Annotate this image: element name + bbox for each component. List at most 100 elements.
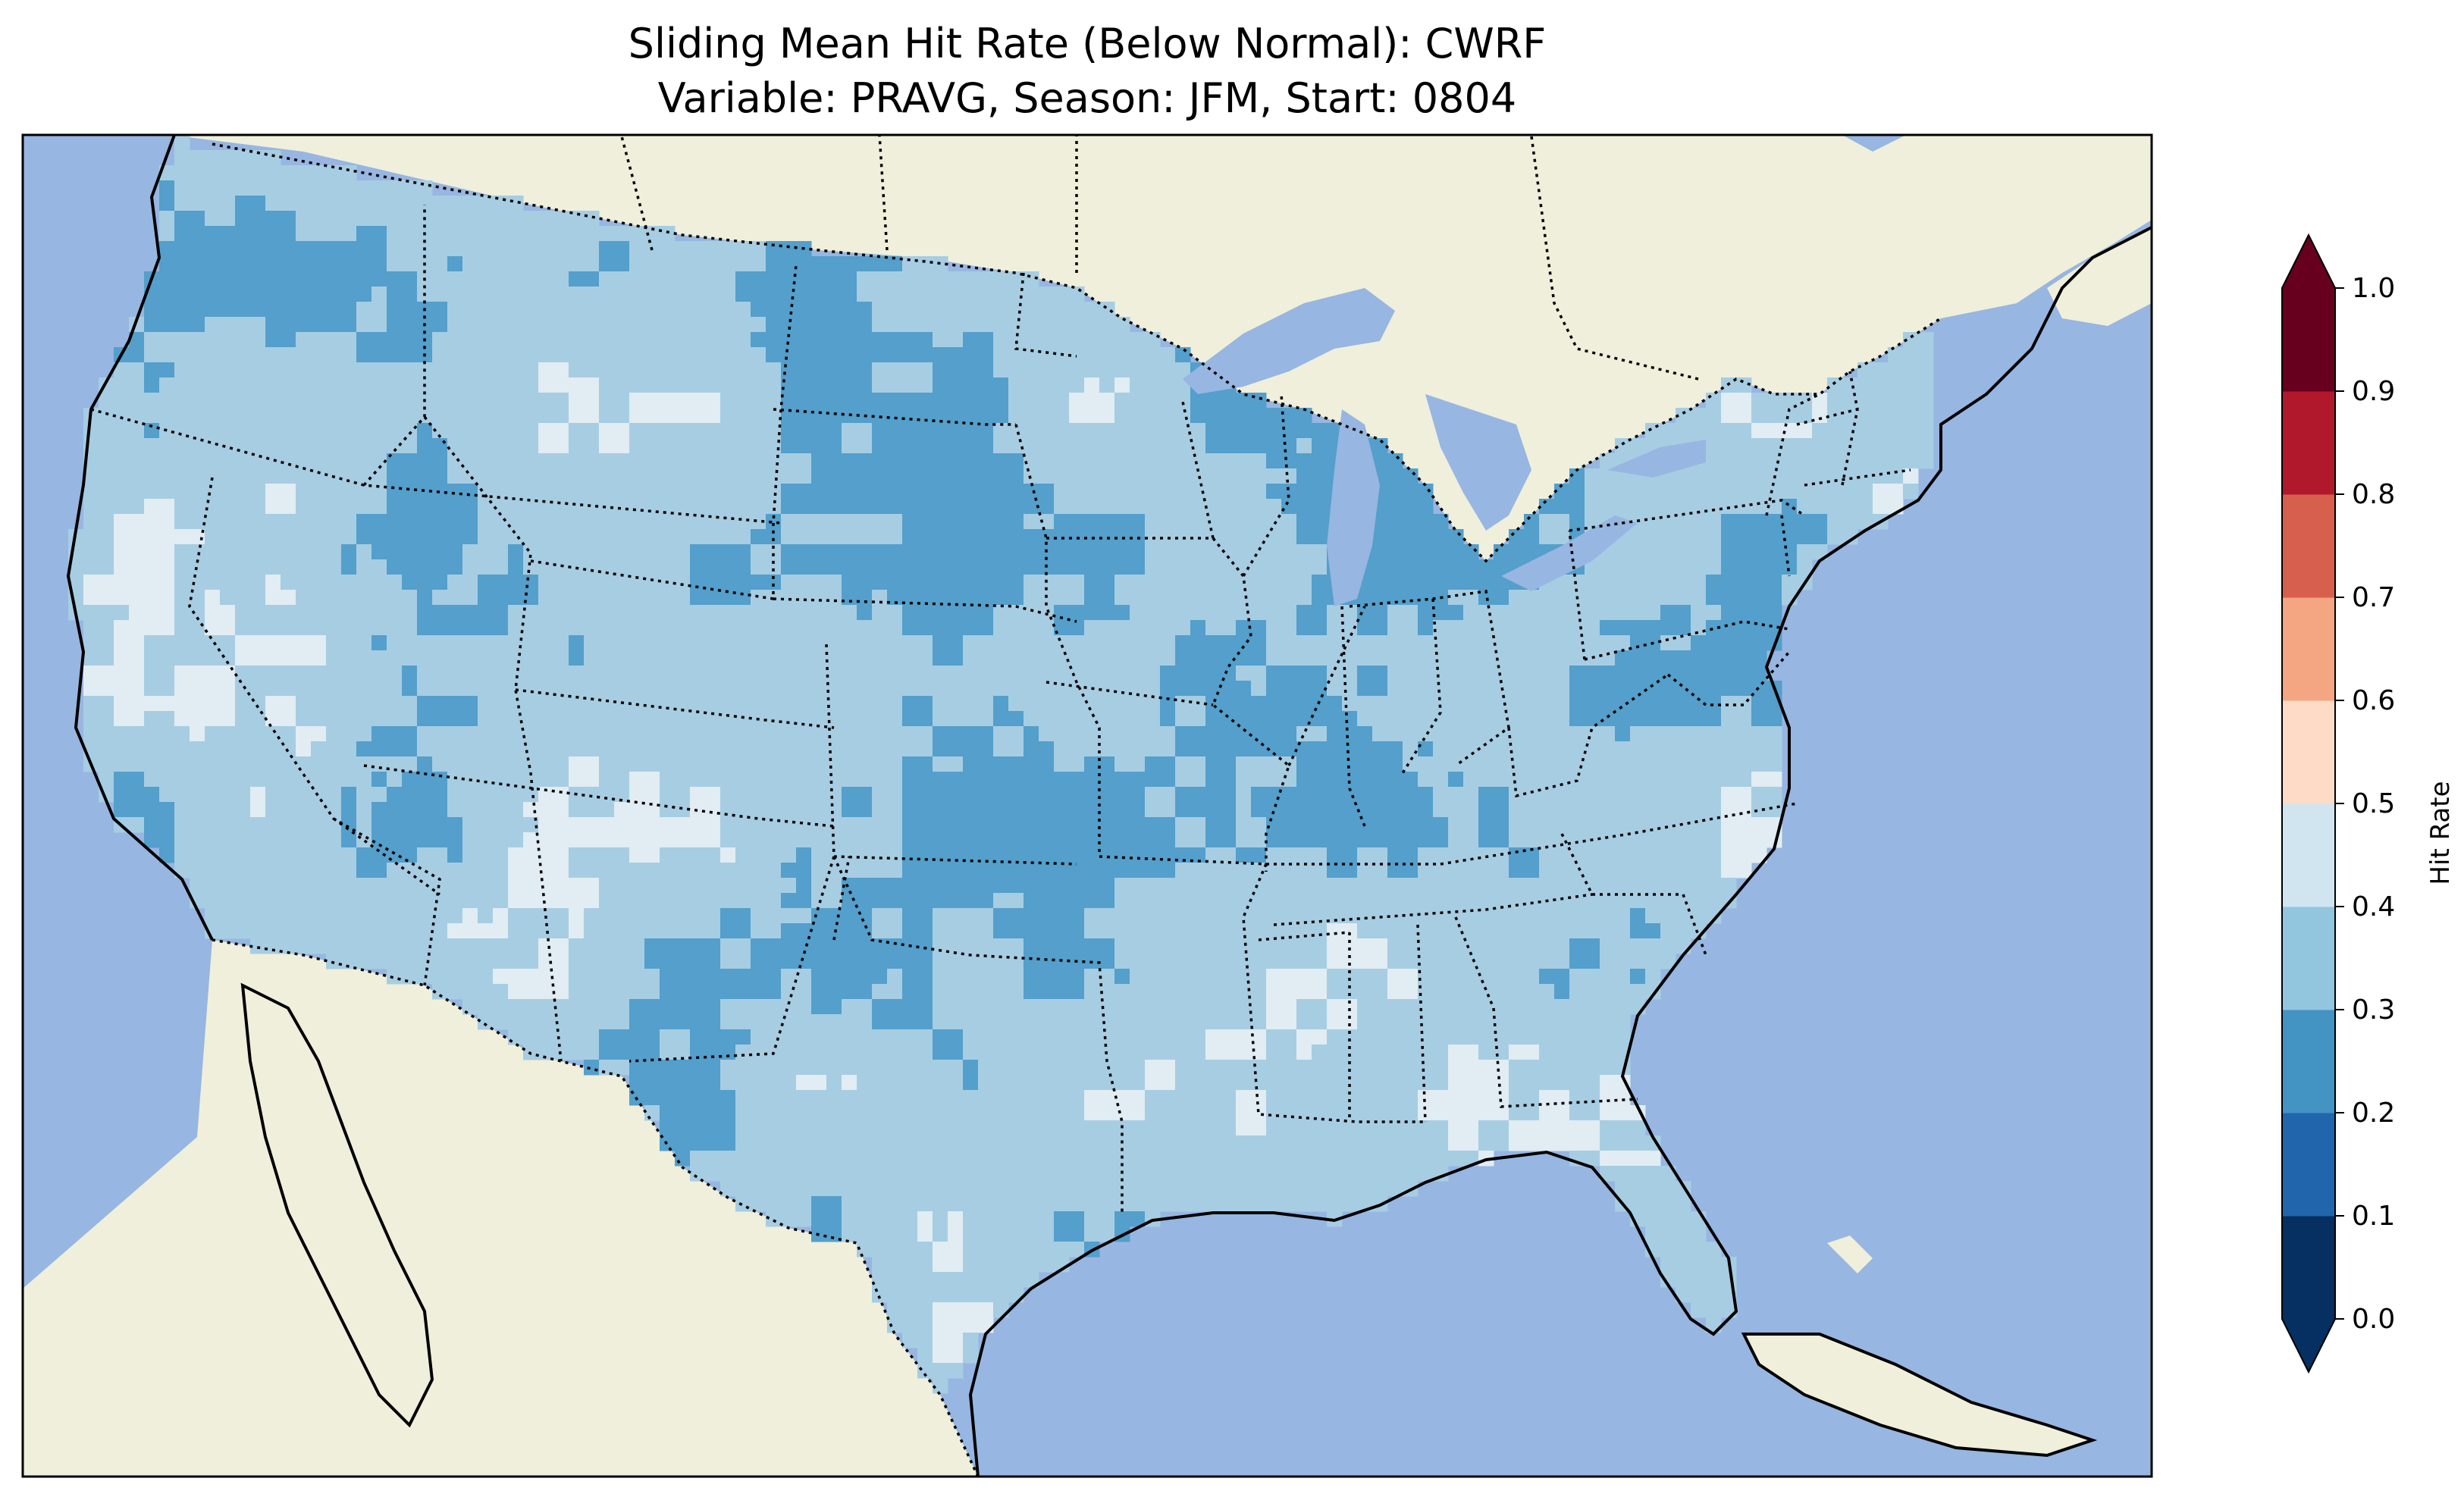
grid-cell <box>1296 468 1312 484</box>
grid-cell <box>174 180 190 196</box>
grid-cell <box>493 271 509 287</box>
grid-cell <box>902 878 918 894</box>
grid-cell <box>1554 863 1570 879</box>
grid-cell <box>1736 832 1752 848</box>
grid-cell <box>387 575 403 590</box>
grid-cell <box>432 226 448 242</box>
grid-cell <box>1039 620 1055 636</box>
grid-cell <box>826 529 842 545</box>
grid-cell <box>1463 832 1479 848</box>
grid-cell <box>1478 635 1494 651</box>
grid-cell <box>174 302 190 318</box>
grid-cell <box>371 923 387 939</box>
grid-cell <box>1691 863 1707 879</box>
grid-cell <box>478 332 494 348</box>
grid-cell <box>1266 453 1282 469</box>
grid-cell <box>811 302 827 318</box>
grid-cell <box>1236 847 1252 863</box>
grid-cell <box>1281 590 1297 606</box>
grid-cell <box>478 969 494 985</box>
grid-cell <box>205 544 221 560</box>
grid-cell <box>644 938 660 954</box>
grid-cell <box>1630 938 1646 954</box>
grid-cell <box>1145 408 1161 424</box>
grid-cell <box>1190 787 1206 803</box>
grid-cell <box>1084 559 1100 575</box>
grid-cell <box>114 408 130 424</box>
grid-cell <box>447 802 463 818</box>
grid-cell <box>1706 423 1722 439</box>
grid-cell <box>538 377 554 393</box>
grid-cell <box>1008 408 1024 424</box>
grid-cell <box>933 908 948 924</box>
grid-cell <box>174 347 190 363</box>
grid-cell <box>1524 847 1540 863</box>
grid-cell <box>1145 514 1161 530</box>
grid-cell <box>1130 544 1146 560</box>
grid-cell <box>523 817 539 833</box>
grid-cell <box>1251 787 1267 803</box>
grid-cell <box>917 847 933 863</box>
grid-cell <box>1782 544 1798 560</box>
grid-cell <box>917 514 933 530</box>
grid-cell <box>1676 605 1691 621</box>
grid-cell <box>1084 969 1100 985</box>
grid-cell <box>781 590 797 606</box>
grid-cell <box>902 969 918 985</box>
grid-cell <box>705 802 721 818</box>
grid-cell <box>1478 878 1494 894</box>
grid-cell <box>1312 787 1328 803</box>
grid-cell <box>705 575 721 590</box>
grid-cell <box>796 635 812 651</box>
grid-cell <box>948 817 964 833</box>
grid-cell <box>1524 741 1540 757</box>
grid-cell <box>1221 666 1237 681</box>
grid-cell <box>83 605 99 621</box>
grid-cell <box>599 499 615 515</box>
grid-cell <box>432 969 448 985</box>
grid-cell <box>569 666 585 681</box>
grid-cell <box>1372 847 1388 863</box>
grid-cell <box>690 923 706 939</box>
grid-cell <box>933 468 948 484</box>
grid-cell <box>1554 969 1570 985</box>
grid-cell <box>1585 514 1600 530</box>
grid-cell <box>144 575 160 590</box>
grid-cell <box>447 377 463 393</box>
grid-cell <box>872 908 888 924</box>
grid-cell <box>599 408 615 424</box>
grid-cell <box>447 271 463 287</box>
grid-cell <box>1296 499 1312 515</box>
grid-cell <box>1205 726 1221 742</box>
grid-cell <box>462 559 478 575</box>
grid-cell <box>735 484 751 500</box>
grid-cell <box>751 453 766 469</box>
grid-cell <box>1433 787 1449 803</box>
grid-cell <box>387 529 403 545</box>
grid-cell <box>296 681 312 697</box>
grid-cell <box>508 529 524 545</box>
grid-cell <box>705 954 721 969</box>
grid-cell <box>371 453 387 469</box>
grid-cell <box>1721 408 1737 424</box>
grid-cell <box>1296 787 1312 803</box>
grid-cell <box>1903 453 1919 469</box>
grid-cell <box>250 756 266 772</box>
grid-cell <box>1205 544 1221 560</box>
grid-cell <box>887 923 903 939</box>
grid-cell <box>1084 726 1100 742</box>
grid-cell <box>1251 954 1267 969</box>
grid-cell <box>265 287 281 302</box>
grid-cell <box>766 271 782 287</box>
grid-cell <box>1221 575 1237 590</box>
grid-cell <box>114 484 130 500</box>
grid-cell <box>811 605 827 621</box>
grid-cell <box>1099 362 1115 378</box>
grid-cell <box>493 362 509 378</box>
grid-cell <box>720 832 736 848</box>
grid-cell <box>1585 666 1600 681</box>
grid-cell <box>311 332 327 348</box>
grid-cell <box>538 666 554 681</box>
grid-cell <box>159 453 175 469</box>
grid-cell <box>735 271 751 287</box>
